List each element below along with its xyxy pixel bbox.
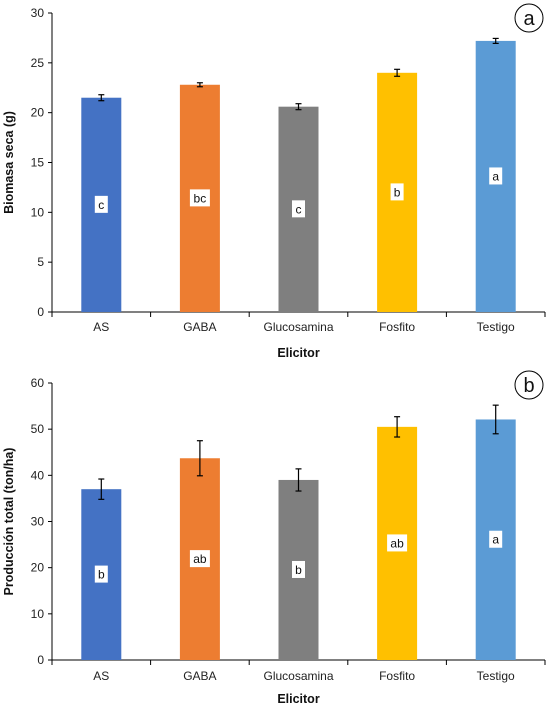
y-tick-label: 5 <box>37 255 44 269</box>
panel-letter-circle <box>514 370 544 400</box>
panel-letter: a <box>523 8 535 30</box>
x-tick-label: GABA <box>183 669 216 683</box>
significance-letter-box <box>292 560 305 578</box>
y-axis-title: Producción total (ton/ha) <box>2 448 16 596</box>
x-tick-label: Glucosamina <box>263 669 333 683</box>
significance-letter-box <box>94 565 108 583</box>
y-tick-label: 30 <box>31 6 45 20</box>
significance-letter-box <box>292 200 305 218</box>
y-axis-title: Biomasa seca (g) <box>2 111 16 214</box>
significance-letter-box <box>390 183 404 201</box>
x-tick-label: Fosfito <box>379 669 415 683</box>
significance-letter-box <box>189 550 210 568</box>
significance-letter-box <box>387 534 408 552</box>
x-tick-label: Fosfito <box>379 320 415 334</box>
y-tick-label: 0 <box>37 305 44 319</box>
y-tick-label: 50 <box>31 422 45 436</box>
x-tick-label: Testigo <box>477 669 515 683</box>
chart-panel-b: 0 10 20 30 40 50 60 Producción total (ton/ha) El… <box>2 370 546 706</box>
significance-letter: c <box>98 198 104 212</box>
significance-letter-box <box>489 530 503 548</box>
y-tick-label: 30 <box>31 515 45 529</box>
significance-letter: b <box>98 568 105 582</box>
significance-letter: ab <box>390 536 404 550</box>
x-tick-label: Glucosamina <box>263 320 333 334</box>
panel-letter: b <box>523 375 534 397</box>
x-tick-label: AS <box>93 320 109 334</box>
significance-letter-box <box>489 167 503 185</box>
x-tick-label: AS <box>93 669 109 683</box>
significance-letter: ab <box>193 552 207 566</box>
y-tick-label: 15 <box>31 156 45 170</box>
significance-letter: a <box>492 533 499 547</box>
x-tick-label: Testigo <box>477 320 515 334</box>
chart-panel-a: 0 5 10 15 20 25 30 Biomasa seca (g) Elicitor c AS b… <box>2 3 546 360</box>
x-axis-title: Elicitor <box>277 346 320 360</box>
y-tick-label: 25 <box>31 56 45 70</box>
significance-letter: b <box>295 563 302 577</box>
significance-letter-box <box>94 195 108 213</box>
y-tick-label: 20 <box>31 561 45 575</box>
x-axis-title: Elicitor <box>277 692 320 706</box>
x-tick-label: GABA <box>183 320 216 334</box>
y-tick-label: 60 <box>31 376 45 390</box>
significance-letter: b <box>394 185 401 199</box>
significance-letter-box <box>189 189 210 207</box>
y-tick-label: 10 <box>31 607 45 621</box>
y-tick-label: 0 <box>37 653 44 667</box>
y-tick-label: 10 <box>31 205 45 219</box>
y-tick-label: 20 <box>31 106 45 120</box>
significance-letter: bc <box>194 191 207 205</box>
significance-letter: a <box>492 169 499 183</box>
significance-letter: c <box>296 202 302 216</box>
panel-letter-circle <box>514 3 544 33</box>
y-tick-label: 40 <box>31 468 45 482</box>
